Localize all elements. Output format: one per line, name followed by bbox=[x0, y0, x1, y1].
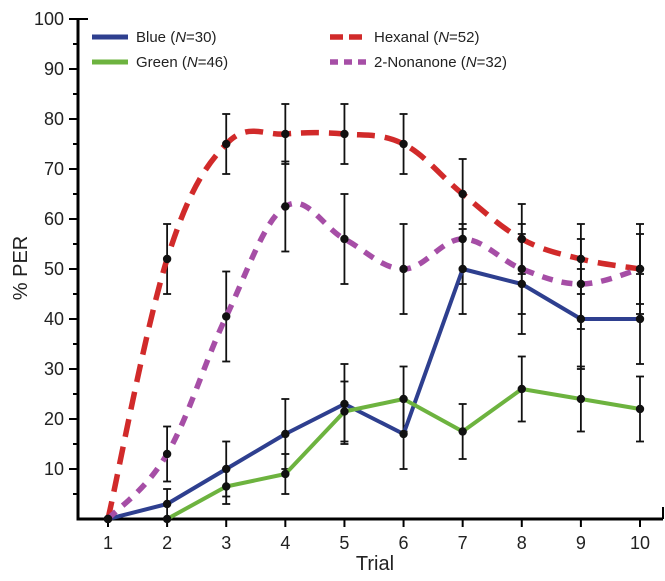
x-tick-label: 4 bbox=[280, 533, 290, 553]
legend-label: 2-Nonanone (N=32) bbox=[374, 54, 507, 71]
hexanal-data-point bbox=[399, 139, 408, 149]
blue-data-point bbox=[458, 264, 467, 274]
legend-label: Hexanal (N=52) bbox=[374, 29, 480, 46]
2-nonanone-data-point bbox=[103, 514, 113, 524]
2-nonanone-data-point bbox=[576, 279, 586, 289]
legend: Blue (N=30) Green (N=46) Hexanal (N=52) 2-N… bbox=[92, 29, 507, 71]
x-tick-label: 8 bbox=[517, 533, 527, 553]
2-nonanone-data-point bbox=[399, 264, 408, 274]
blue-data-point bbox=[222, 464, 231, 474]
x-tick-label: 9 bbox=[576, 533, 586, 553]
legend-label: Blue (N=30) bbox=[136, 29, 216, 46]
blue-data-point bbox=[162, 499, 172, 509]
x-tick-label: 2 bbox=[162, 533, 172, 553]
y-tick-label: 50 bbox=[44, 259, 64, 279]
x-tick-label: 7 bbox=[458, 533, 468, 553]
green-data-point bbox=[458, 427, 467, 436]
x-tick-label: 6 bbox=[399, 533, 409, 553]
legend-item-green: Green (N=46) bbox=[92, 54, 228, 71]
y-tick-label: 60 bbox=[44, 209, 64, 229]
blue-series-line bbox=[107, 267, 640, 521]
2-nonanone-data-point bbox=[222, 312, 231, 321]
blue-data-point bbox=[576, 314, 586, 324]
y-tick-label: 10 bbox=[44, 459, 64, 479]
y-tick-label: 20 bbox=[44, 409, 64, 429]
blue-data-point bbox=[399, 429, 408, 439]
x-axis-title: Trial bbox=[356, 553, 394, 575]
y-tick-label: 90 bbox=[44, 59, 64, 79]
blue-data-point bbox=[635, 314, 645, 324]
green-data-point bbox=[517, 384, 526, 394]
green-data-point bbox=[162, 514, 172, 524]
data-points bbox=[103, 129, 645, 524]
green-data-point bbox=[222, 482, 231, 491]
2-nonanone-data-point bbox=[458, 234, 467, 244]
legend-item-hexanal: Hexanal (N=52) bbox=[330, 29, 480, 46]
legend-label: Green (N=46) bbox=[136, 54, 228, 71]
x-tick-label: 10 bbox=[630, 533, 650, 553]
green-data-point bbox=[576, 394, 586, 404]
legend-item-2-nonanone: 2-Nonanone (N=32) bbox=[330, 54, 507, 71]
hexanal-data-point bbox=[222, 139, 231, 149]
2-nonanone-series-line bbox=[105, 200, 641, 521]
blue-data-point bbox=[281, 429, 290, 439]
hexanal-data-point bbox=[517, 234, 526, 244]
y-tick-label: 100 bbox=[34, 9, 64, 29]
y-tick-label: 30 bbox=[44, 359, 64, 379]
series-lines bbox=[105, 128, 641, 521]
x-tick-label: 1 bbox=[103, 533, 113, 553]
y-tick-label: 70 bbox=[44, 159, 64, 179]
x-tick-label: 5 bbox=[339, 533, 349, 553]
hexanal-data-point bbox=[576, 254, 586, 264]
hexanal-data-point bbox=[281, 129, 290, 139]
blue-data-point bbox=[517, 279, 526, 289]
hexanal-data-point bbox=[340, 129, 349, 139]
blue-data-point bbox=[340, 399, 349, 409]
axes: 10 20 30 40 50 60 70 80 90 100 1 2 3 4 5 6 7 8 9 10 bbox=[34, 9, 664, 553]
green-data-point bbox=[340, 407, 349, 416]
y-axis-title: % PER bbox=[10, 236, 32, 300]
2-nonanone-data-point bbox=[517, 264, 526, 274]
green-data-point bbox=[281, 469, 290, 479]
2-nonanone-data-point bbox=[281, 202, 290, 211]
hexanal-series-line bbox=[105, 128, 641, 520]
hexanal-data-point bbox=[458, 189, 467, 199]
hexanal-data-point bbox=[162, 254, 172, 264]
y-tick-label: 80 bbox=[44, 109, 64, 129]
2-nonanone-data-point bbox=[162, 449, 172, 459]
2-nonanone-data-point bbox=[340, 234, 349, 244]
green-data-point bbox=[399, 394, 408, 404]
2-nonanone-data-point bbox=[635, 264, 645, 274]
legend-item-blue: Blue (N=30) bbox=[92, 29, 216, 46]
y-tick-label: 40 bbox=[44, 309, 64, 329]
green-data-point bbox=[635, 404, 645, 414]
x-tick-label: 3 bbox=[221, 533, 231, 553]
